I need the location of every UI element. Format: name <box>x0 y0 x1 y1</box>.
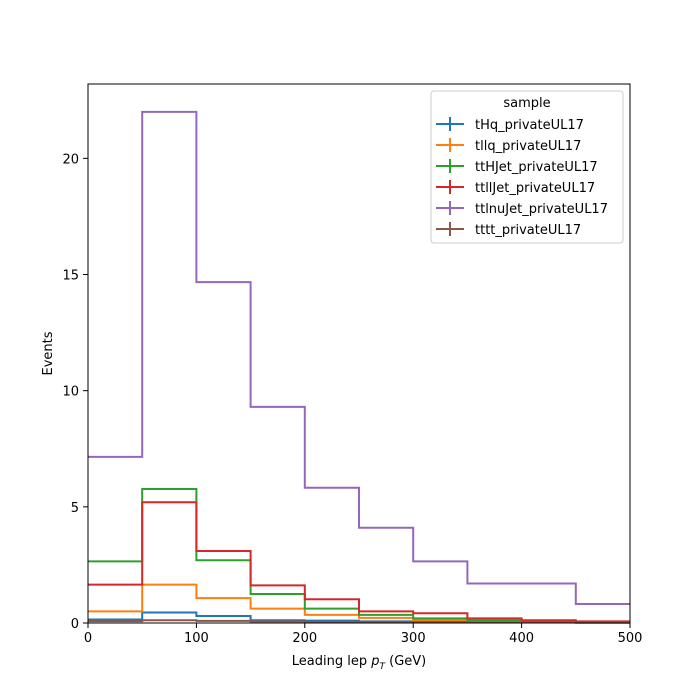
x-axis-label-text: Leading lep <box>292 654 371 669</box>
x-tick-label: 100 <box>184 631 209 646</box>
x-axis-label-var: p <box>370 654 379 669</box>
x-axis-label-sub: T <box>379 662 386 672</box>
y-tick-label: 15 <box>62 269 79 284</box>
x-axis: 0 100 200 300 400 500 <box>84 623 643 646</box>
y-tick-label: 10 <box>62 385 79 400</box>
legend-entry-label: tHq_privateUL17 <box>475 118 584 133</box>
y-tick-label: 20 <box>62 152 79 167</box>
axes-frame <box>87 83 631 624</box>
legend-entry-label: ttlnuJet_privateUL17 <box>475 202 608 217</box>
x-axis-label-unit: (GeV) <box>385 654 426 669</box>
x-tick-label: 0 <box>84 631 92 646</box>
x-tick-label: 400 <box>509 631 534 646</box>
y-tick-label: 5 <box>71 501 79 516</box>
x-tick-label: 500 <box>618 631 643 646</box>
y-axis-label: Events <box>41 331 56 375</box>
y-axis: 0 5 10 15 20 <box>62 152 88 632</box>
series-line-4 <box>88 110 630 605</box>
x-tick-label: 200 <box>292 631 317 646</box>
x-axis-label: Leading lep pT (GeV) <box>292 654 426 672</box>
legend-entry-label: tllq_privateUL17 <box>475 139 581 154</box>
legend-title: sample <box>503 96 550 111</box>
x-tick-label: 300 <box>401 631 426 646</box>
legend-entry-label: ttHJet_privateUL17 <box>475 160 598 175</box>
series-line-3 <box>88 501 630 623</box>
legend-entry-label: ttllJet_privateUL17 <box>475 181 595 196</box>
legend: sample tHq_privateUL17 tllq_privateUL17tt… <box>430 90 624 244</box>
y-tick-label: 0 <box>71 617 79 632</box>
series-layer <box>88 110 630 624</box>
legend-box <box>430 90 624 244</box>
legend-entry-label: tttt_privateUL17 <box>475 223 581 238</box>
